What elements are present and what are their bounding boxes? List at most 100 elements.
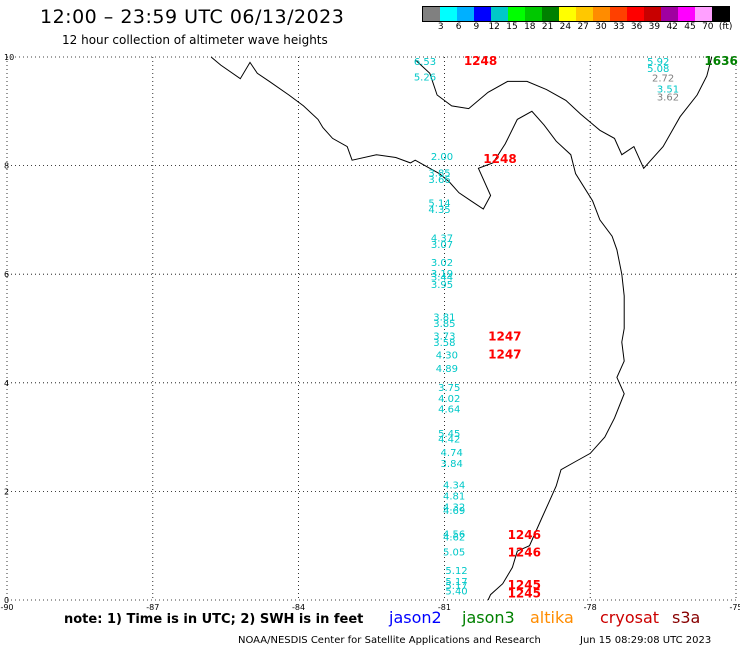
wave-height-value: 4.32 xyxy=(443,502,465,513)
wave-height-value: 5.40 xyxy=(445,587,467,598)
colorbar-label: 39 xyxy=(648,22,661,32)
lon-tick-label: -75 xyxy=(729,603,740,612)
colorbar-label: 24 xyxy=(559,22,572,32)
colorbar-swatch xyxy=(474,7,491,21)
lat-tick-label: 2 xyxy=(4,487,9,496)
wave-height-value: 4.37 xyxy=(431,234,453,245)
colorbar-swatch xyxy=(440,7,457,21)
wave-height-value: 4.30 xyxy=(436,350,458,361)
colorbar-label: 3 xyxy=(437,22,444,32)
legend-s3a: s3a xyxy=(672,608,701,627)
pass-time-label: 1636 xyxy=(704,54,737,68)
colorbar-label: 27 xyxy=(577,22,589,32)
wave-height-value: 2.00 xyxy=(431,152,453,163)
pass-time-label: 1246 xyxy=(508,528,541,542)
legend-altika: altika xyxy=(530,608,574,627)
wave-height-value: 5.17 xyxy=(445,577,467,588)
colorbar-swatch xyxy=(457,7,474,21)
legend-cryosat: cryosat xyxy=(600,608,660,627)
colorbar-label: 18 xyxy=(524,22,536,32)
lat-lon-grid xyxy=(6,56,737,601)
wave-height-value: 5.05 xyxy=(443,547,465,558)
pass-time-label: 1245 xyxy=(508,586,541,600)
coastline-main xyxy=(210,56,625,601)
colorbar-swatch xyxy=(610,7,627,21)
lon-tick-label: -81 xyxy=(438,603,451,612)
lon-tick-label: -78 xyxy=(584,603,597,612)
coastline-caribbean xyxy=(414,56,713,170)
wave-height-value: 3.62 xyxy=(657,92,679,103)
wave-height-value: 4.42 xyxy=(438,435,460,446)
colorbar-swatch xyxy=(695,7,712,21)
wave-height-value: 3.51 xyxy=(657,84,679,95)
timestamp-text: Jun 15 08:29:08 UTC 2023 xyxy=(580,635,712,646)
colorbar-label: (ft) xyxy=(718,22,733,32)
wave-height-value: 4.74 xyxy=(441,448,463,459)
wave-height-value: 3.95 xyxy=(431,280,453,291)
lon-tick-label: -87 xyxy=(146,603,159,612)
colorbar-label: 33 xyxy=(613,22,625,32)
colorbar-label: 36 xyxy=(630,22,643,32)
wave-height-value: 4.56 xyxy=(443,530,465,541)
colorbar-labels: 3 6 9 12 15 18 21 24 27 30 33 36 39 42 45 70 (ft) xyxy=(422,22,740,34)
colorbar-swatch xyxy=(661,7,678,21)
map-title: 12:00 – 23:59 UTC 06/13/2023 xyxy=(40,6,345,28)
pass-time-label: 1245 xyxy=(508,578,541,592)
wave-height-value: 4.34 xyxy=(443,481,465,492)
lat-tick-label: 8 xyxy=(4,162,9,171)
colorbar-label: 15 xyxy=(506,22,518,32)
colorbar-swatch xyxy=(576,7,593,21)
wave-height-value: 3.58 xyxy=(433,338,455,349)
pass-time-label: 1247 xyxy=(488,347,521,361)
units-note: note: 1) Time is in UTC; 2) SWH is in fe… xyxy=(64,612,364,627)
wave-height-value: 3.07 xyxy=(431,240,453,251)
wave-height-value: 4.89 xyxy=(436,364,458,375)
wave-height-value: 5.45 xyxy=(438,429,460,440)
colorbar-swatch xyxy=(627,7,644,21)
lat-tick-label: 0 xyxy=(4,596,9,605)
wave-height-value: 4.62 xyxy=(443,532,465,543)
colorbar-label: 9 xyxy=(473,22,480,32)
wave-height-value: 3.75 xyxy=(438,383,460,394)
coastline xyxy=(210,56,713,601)
map-subtitle: 12 hour collection of altimeter wave hei… xyxy=(62,33,328,47)
wave-height-colorbar xyxy=(422,6,730,22)
wave-height-value: 3.85 xyxy=(433,319,455,330)
pass-time-label: 1248 xyxy=(464,54,497,68)
colorbar-swatch xyxy=(593,7,610,21)
wave-height-value: 3.85 xyxy=(428,168,450,179)
colorbar-label: 42 xyxy=(666,22,678,32)
colorbar-swatch xyxy=(423,7,440,21)
colorbar-swatch xyxy=(712,7,729,21)
colorbar-swatch xyxy=(678,7,695,21)
colorbar-label: 45 xyxy=(684,22,696,32)
colorbar-swatch xyxy=(508,7,525,21)
wave-height-value: 5.26 xyxy=(414,72,436,83)
colorbar-swatch xyxy=(491,7,508,21)
lon-tick-label: -90 xyxy=(0,603,13,612)
wave-height-value: 4.02 xyxy=(438,394,460,405)
wave-height-value: 3.84 xyxy=(441,459,463,470)
wave-height-value: 5.08 xyxy=(647,64,669,75)
pass-time-label: 1247 xyxy=(488,329,521,343)
legend-jason2: jason2 xyxy=(389,608,442,627)
wave-height-value: 3.66 xyxy=(428,175,450,186)
lon-tick-label: -84 xyxy=(292,603,305,612)
wave-height-value: 5.17 xyxy=(445,581,467,592)
legend-jason3: jason3 xyxy=(462,608,515,627)
wave-height-value: 4.64 xyxy=(438,405,460,416)
colorbar-label: 6 xyxy=(455,22,462,32)
colorbar-label: 30 xyxy=(595,22,607,32)
wave-height-value: 5.92 xyxy=(647,57,669,68)
wave-height-value: 5.14 xyxy=(428,198,450,209)
wave-height-value: 4.35 xyxy=(428,205,450,216)
pass-time-label: 1246 xyxy=(508,546,541,560)
wave-height-value: 4.69 xyxy=(443,506,465,517)
wave-height-value: 4.81 xyxy=(443,492,465,503)
wave-height-value: 3.19 xyxy=(431,269,453,280)
lat-tick-label: 10 xyxy=(4,53,14,62)
wave-height-value: 6.53 xyxy=(414,57,436,68)
axis-tick-labels: -90 -87 -84 -81 -78 -75 10 8 6 4 2 0 xyxy=(0,53,740,612)
